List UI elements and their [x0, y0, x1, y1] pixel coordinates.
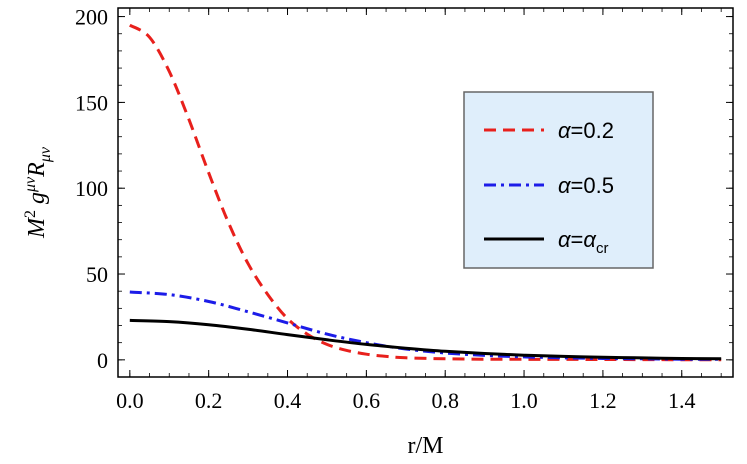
legend-label-3: α=αcr	[558, 227, 608, 257]
x-tick-label: 1.0	[510, 388, 538, 413]
x-tick-label: 0.8	[431, 388, 459, 413]
y-tick-label: 200	[75, 5, 108, 30]
legend: α=0.2 α=0.5 α=αcr	[463, 91, 654, 269]
y-tick-label: 0	[97, 348, 108, 373]
series-line-3	[129, 318, 722, 361]
y-title-sub: μν	[37, 146, 54, 163]
y-title-mid2: R	[24, 162, 50, 178]
y-title-sup1: 2	[22, 210, 39, 218]
y-title-sup2: μν	[22, 176, 39, 193]
x-tick-label: 0.2	[195, 388, 223, 413]
legend-label-2: α=0.5	[558, 173, 614, 198]
y-title-base: M	[24, 216, 50, 239]
axis-ticks	[118, 8, 733, 378]
x-tick-label: 0.0	[116, 388, 144, 413]
y-tick-label: 100	[75, 176, 108, 201]
x-tick-label: 1.2	[589, 388, 617, 413]
legend-label-1: α=0.2	[558, 118, 614, 143]
x-tick-label: 0.6	[353, 388, 381, 413]
x-tick-label: 0.4	[274, 388, 302, 413]
y-tick-label: 50	[86, 262, 108, 287]
x-tick-label: 1.4	[668, 388, 696, 413]
y-tick-label: 150	[75, 90, 108, 115]
y-axis-title: M2 gμνRμν	[22, 146, 54, 239]
y-title-mid: g	[24, 192, 50, 210]
y-tick-labels: 0 50 100 150 200	[75, 5, 108, 373]
plot-marks	[129, 23, 722, 362]
x-axis-title: r/M	[408, 433, 444, 459]
legend-items: α=0.2 α=0.5 α=αcr	[484, 118, 614, 257]
x-tick-labels: 0.0 0.2 0.4 0.6 0.8 1.0 1.2 1.4	[116, 388, 695, 413]
